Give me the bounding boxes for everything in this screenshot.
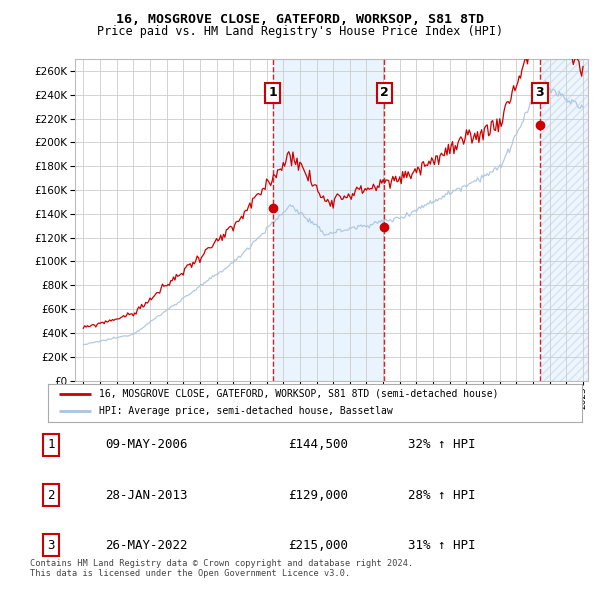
Text: HPI: Average price, semi-detached house, Bassetlaw: HPI: Average price, semi-detached house,… [99,407,392,417]
Text: 2: 2 [380,86,389,99]
Text: 28-JAN-2013: 28-JAN-2013 [105,489,187,502]
Text: 2: 2 [47,489,55,502]
Text: £129,000: £129,000 [288,489,348,502]
Text: £215,000: £215,000 [288,539,348,552]
Text: Contains HM Land Registry data © Crown copyright and database right 2024.
This d: Contains HM Land Registry data © Crown c… [30,559,413,578]
Text: 32% ↑ HPI: 32% ↑ HPI [408,438,476,451]
Bar [385,59,539,381]
Bar [539,59,592,381]
Text: 3: 3 [535,86,544,99]
Text: 09-MAY-2006: 09-MAY-2006 [105,438,187,451]
Text: 16, MOSGROVE CLOSE, GATEFORD, WORKSOP, S81 8TD: 16, MOSGROVE CLOSE, GATEFORD, WORKSOP, S… [116,13,484,26]
Text: 1: 1 [47,438,55,451]
Text: Price paid vs. HM Land Registry's House Price Index (HPI): Price paid vs. HM Land Registry's House … [97,25,503,38]
Bar [272,59,385,381]
Text: 1: 1 [268,86,277,99]
Text: 28% ↑ HPI: 28% ↑ HPI [408,489,476,502]
Text: 16, MOSGROVE CLOSE, GATEFORD, WORKSOP, S81 8TD (semi-detached house): 16, MOSGROVE CLOSE, GATEFORD, WORKSOP, S… [99,389,498,399]
Text: 3: 3 [47,539,55,552]
Text: 31% ↑ HPI: 31% ↑ HPI [408,539,476,552]
Text: £144,500: £144,500 [288,438,348,451]
Bar [539,59,592,381]
Text: 26-MAY-2022: 26-MAY-2022 [105,539,187,552]
